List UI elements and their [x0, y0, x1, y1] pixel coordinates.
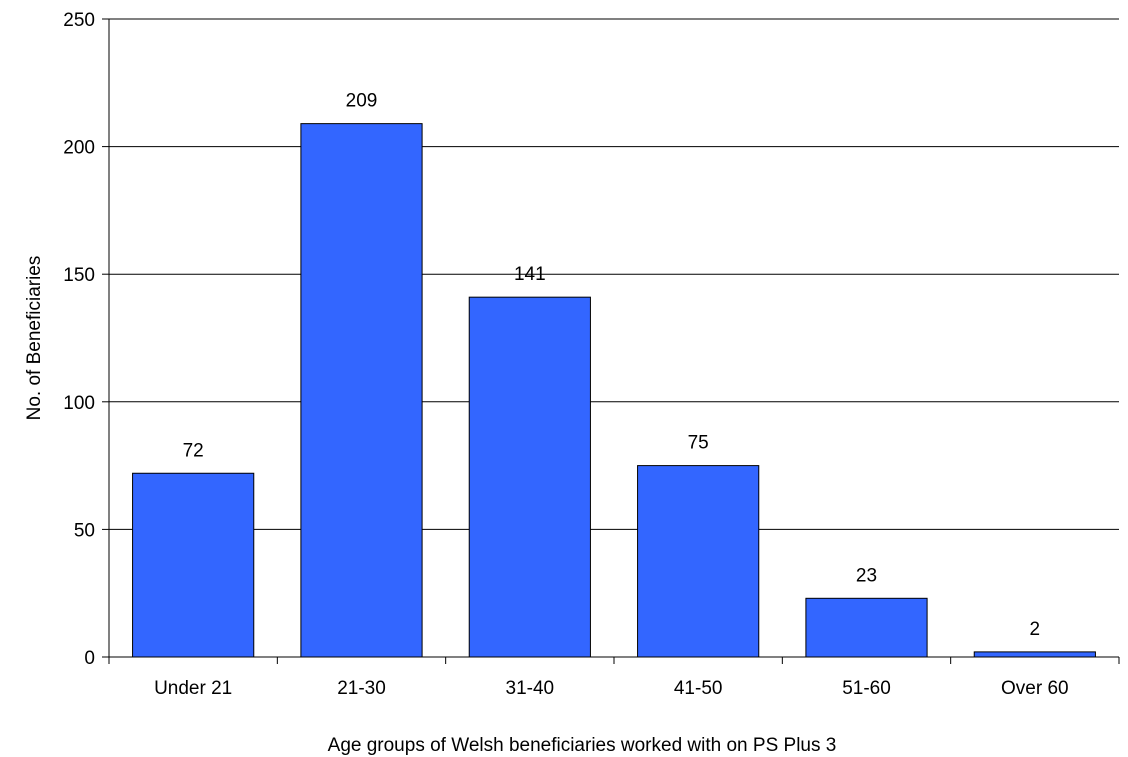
bar [973, 651, 1096, 658]
y-tick-label: 250 [63, 10, 95, 31]
data-label: 72 [183, 440, 204, 461]
y-tick-label: 200 [63, 138, 95, 159]
x-tick-label: Under 21 [154, 678, 232, 699]
bar [805, 597, 928, 658]
data-label: 209 [346, 91, 378, 112]
bars [132, 123, 1096, 658]
x-tick-label: 21-30 [337, 678, 386, 699]
axes [102, 18, 1120, 664]
x-tick-label: 51-60 [842, 678, 891, 699]
tick-labels: 0 50 100 150 200 250 Under 21 21-30 31-40 41-50 51… [63, 10, 1068, 699]
data-labels: 72 209 141 75 23 2 [183, 91, 1041, 640]
y-axis-title: No. of Beneficiaries [24, 256, 45, 421]
y-tick-label: 150 [63, 265, 95, 286]
data-label: 141 [514, 264, 546, 285]
x-tick-label: 31-40 [506, 678, 555, 699]
data-label: 2 [1030, 619, 1041, 640]
x-axis-title: Age groups of Welsh beneficiaries worked… [328, 735, 837, 756]
y-tick-label: 50 [74, 520, 95, 541]
bar [132, 472, 255, 658]
bar [468, 296, 591, 658]
x-tick-label: 41-50 [674, 678, 723, 699]
data-label: 23 [856, 565, 877, 586]
gridlines [109, 18, 1119, 530]
y-tick-label: 100 [63, 393, 95, 414]
x-tick-label: Over 60 [1001, 678, 1069, 699]
y-tick-label: 0 [84, 648, 95, 669]
bar [637, 465, 760, 658]
bar [300, 123, 423, 658]
data-label: 75 [688, 433, 709, 454]
